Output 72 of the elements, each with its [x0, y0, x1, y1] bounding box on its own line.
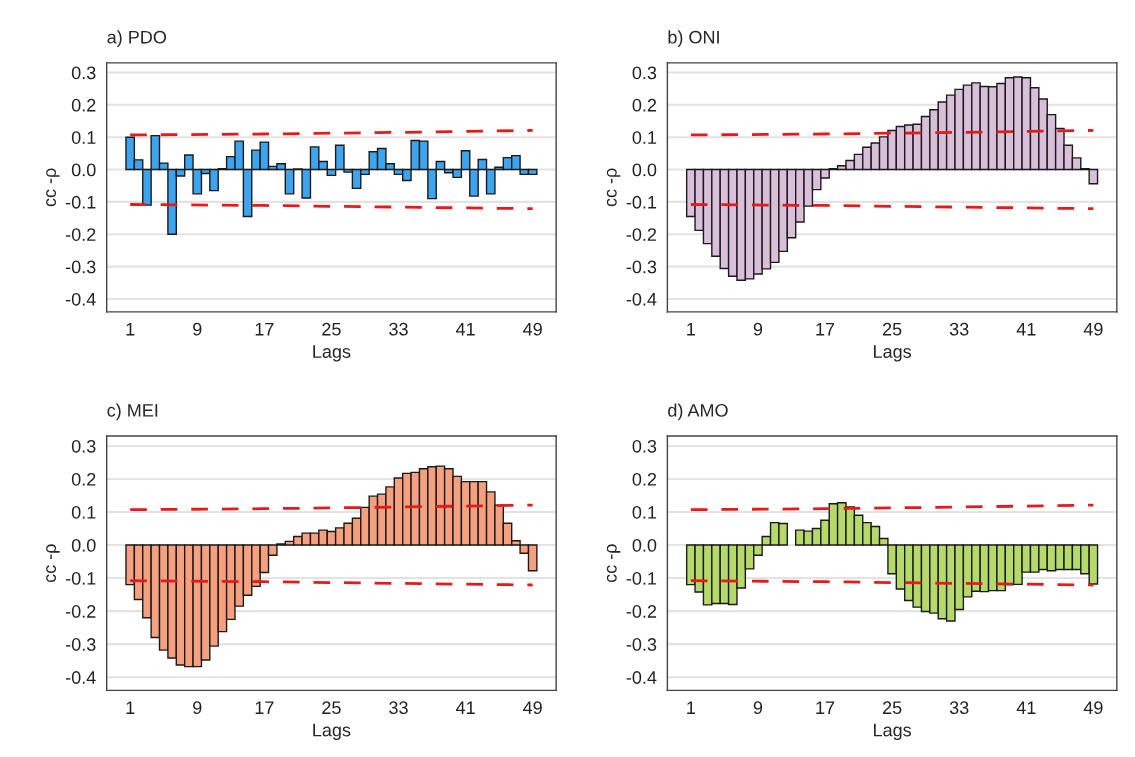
y-tick-label: 0.1: [71, 131, 96, 144]
y-tick-label: -0.2: [626, 605, 657, 618]
x-tick-label: 49: [523, 322, 542, 336]
y-tick-label: -0.3: [626, 260, 657, 274]
y-tick-label: 0.3: [71, 439, 96, 453]
y-tick-label: -0.1: [626, 572, 657, 585]
y-tick-label: 0.3: [632, 66, 657, 80]
y-tick-label: 0.1: [71, 505, 96, 519]
y-tick-label: -0.2: [65, 228, 96, 241]
x-tick-label: 17: [255, 322, 274, 336]
x-axis-title: Lags: [874, 345, 912, 362]
y-tick-label: -0.3: [65, 260, 96, 274]
x-tick-label: 41: [1016, 322, 1036, 336]
chart-title: d) AMO: [668, 403, 728, 421]
x-tick-label: 33: [389, 322, 408, 336]
x-tick-label: 1: [687, 322, 695, 336]
y-tick-label: -0.3: [626, 638, 657, 651]
y-tick-label: 0.2: [632, 98, 657, 112]
chart-title: b) ONI: [668, 30, 719, 48]
y-tick-label: 0.2: [71, 98, 96, 112]
y-tick-label: 0.2: [632, 472, 657, 486]
y-tick-label: 0.0: [632, 538, 657, 552]
y-tick-label: 0.3: [632, 439, 657, 453]
y-axis-title: cc -ρ: [606, 168, 621, 207]
y-tick-label: -0.1: [626, 195, 657, 209]
x-tick-label: 9: [193, 322, 202, 336]
x-tick-label: 1: [687, 701, 695, 714]
x-tick-label: 25: [322, 701, 341, 715]
x-tick-label: 1: [126, 322, 135, 336]
x-axis-title: Lags: [874, 723, 912, 741]
x-tick-label: 17: [816, 322, 835, 336]
y-axis-title: cc -ρ: [46, 168, 60, 207]
x-tick-label: 41: [1016, 701, 1036, 714]
y-tick-label: 0.1: [632, 131, 657, 144]
y-tick-label: -0.1: [65, 572, 96, 585]
x-tick-label: 25: [322, 322, 341, 336]
y-tick-label: 0.1: [632, 505, 657, 519]
x-tick-label: 17: [816, 701, 835, 714]
x-tick-label: 41: [455, 701, 475, 714]
x-tick-label: 33: [949, 701, 969, 715]
x-axis-title: Lags: [313, 723, 351, 741]
y-tick-label: 0.0: [632, 163, 657, 177]
x-tick-label: 33: [949, 322, 969, 336]
y-tick-label: -0.1: [65, 195, 96, 209]
x-tick-label: 49: [1083, 322, 1103, 336]
x-tick-label: 17: [255, 701, 274, 714]
y-tick-label: 0.3: [71, 66, 96, 80]
x-tick-label: 33: [389, 701, 408, 715]
y-tick-label: -0.3: [65, 638, 96, 651]
y-tick-label: -0.4: [65, 292, 96, 306]
x-tick-label: 9: [753, 322, 763, 336]
x-tick-label: 9: [193, 701, 202, 715]
x-tick-label: 49: [1083, 701, 1103, 715]
x-tick-label: 25: [882, 701, 902, 715]
chart-title: c) MEI: [107, 403, 158, 421]
y-tick-label: -0.4: [626, 292, 657, 306]
x-tick-label: 9: [753, 701, 763, 715]
y-tick-label: -0.2: [65, 605, 96, 618]
chart-title: a) PDO: [107, 30, 167, 48]
y-tick-label: 0.2: [71, 472, 96, 486]
y-tick-label: -0.4: [65, 671, 96, 684]
y-tick-label: 0.0: [71, 163, 96, 177]
y-tick-label: 0.0: [71, 538, 96, 552]
y-axis-title: cc -ρ: [606, 544, 621, 583]
x-tick-label: 49: [523, 701, 542, 715]
y-axis-title: cc -ρ: [46, 544, 60, 583]
y-tick-label: -0.4: [626, 671, 657, 684]
x-tick-label: 1: [126, 701, 135, 714]
x-axis-title: Lags: [313, 345, 351, 362]
x-tick-label: 25: [882, 322, 902, 336]
x-tick-label: 41: [455, 322, 475, 336]
y-tick-label: -0.2: [626, 228, 657, 241]
